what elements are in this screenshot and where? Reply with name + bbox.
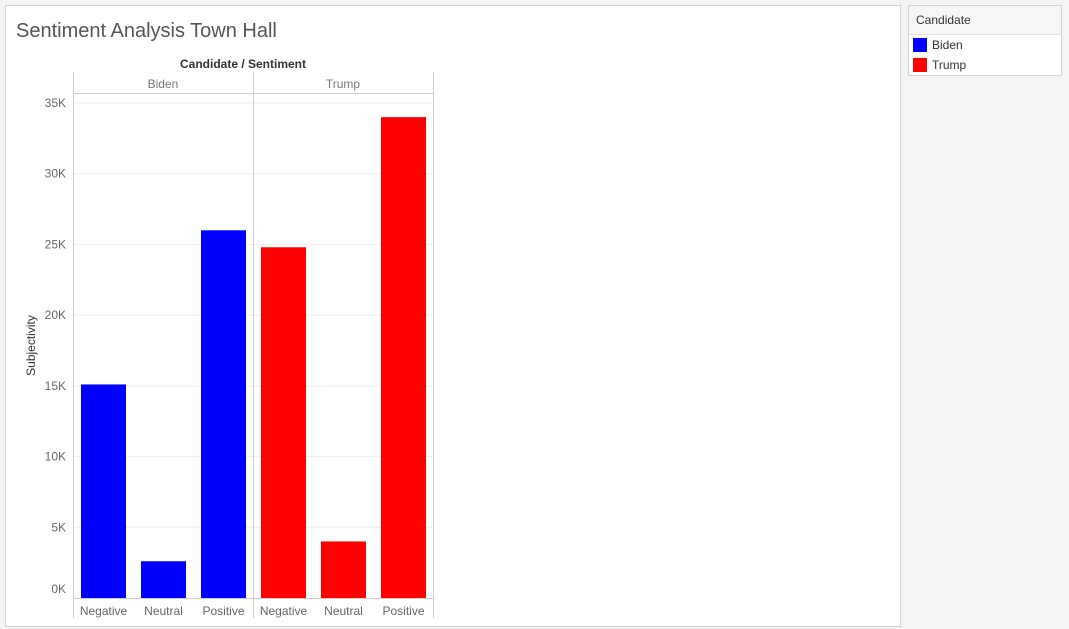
bar-biden-neutral bbox=[141, 561, 186, 598]
y-tick-label: 35K bbox=[45, 96, 66, 110]
y-axis-title: Subjectivity bbox=[24, 315, 38, 376]
chart-sheet: Sentiment Analysis Town Hall bbox=[5, 5, 901, 627]
y-tick-label: 10K bbox=[45, 450, 66, 464]
bar-biden-positive bbox=[201, 230, 246, 599]
legend-label-trump: Trump bbox=[932, 58, 967, 72]
y-tick-label: 30K bbox=[45, 167, 66, 181]
header-title: Candidate / Sentiment bbox=[180, 57, 306, 71]
legend: Candidate Biden Trump bbox=[908, 5, 1062, 76]
legend-swatch-trump bbox=[913, 58, 927, 72]
bar-trump-negative bbox=[261, 247, 306, 598]
panel-header-trump: Trump bbox=[326, 77, 361, 91]
bar-chart: Candidate / Sentiment 0K 5K 10K 15K 20K 25K 30K… bbox=[24, 57, 434, 618]
bar-biden-negative bbox=[81, 384, 126, 598]
x-tick-label: Positive bbox=[202, 604, 244, 618]
bar-trump-positive bbox=[381, 117, 426, 599]
panel-header-biden: Biden bbox=[148, 77, 179, 91]
legend-item-biden[interactable]: Biden bbox=[909, 35, 1061, 55]
x-tick-label: Neutral bbox=[144, 604, 183, 618]
sheet-title: Sentiment Analysis Town Hall bbox=[16, 20, 277, 42]
legend-swatch-biden bbox=[913, 38, 927, 52]
y-tick-label: 5K bbox=[51, 520, 66, 534]
x-tick-label: Negative bbox=[80, 604, 128, 618]
x-tick-label: Negative bbox=[260, 604, 308, 618]
y-tick-label: 25K bbox=[45, 237, 66, 251]
bar-trump-neutral bbox=[321, 541, 366, 598]
legend-label-biden: Biden bbox=[932, 38, 963, 52]
y-tick-label: 0K bbox=[51, 582, 66, 596]
x-tick-label: Positive bbox=[382, 604, 424, 618]
x-tick-label: Neutral bbox=[324, 604, 363, 618]
legend-title: Candidate bbox=[909, 6, 1061, 35]
y-tick-label: 20K bbox=[45, 308, 66, 322]
y-tick-label: 15K bbox=[45, 379, 66, 393]
legend-item-trump[interactable]: Trump bbox=[909, 55, 1061, 75]
